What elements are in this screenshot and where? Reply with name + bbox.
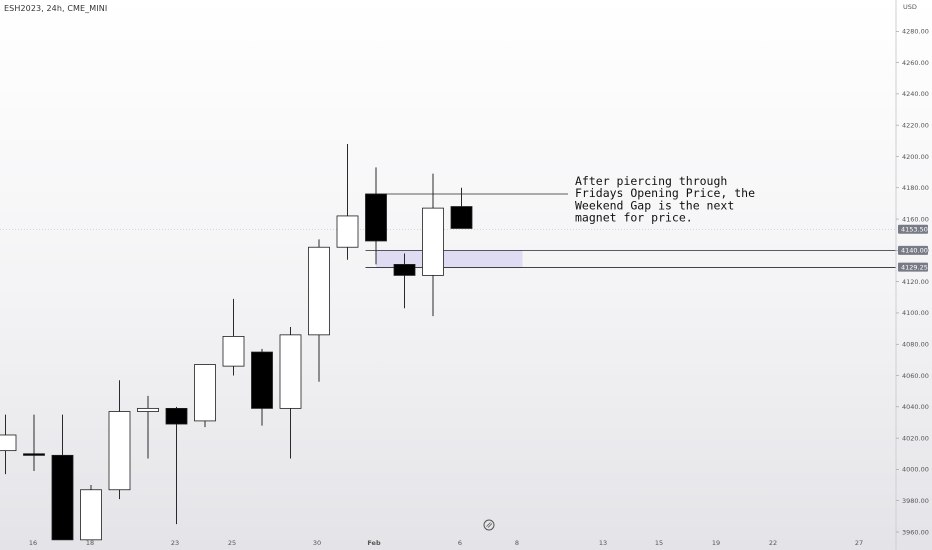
price-pill: 4153.50 — [898, 224, 928, 234]
y-tick-label: 4080.00 — [902, 341, 929, 349]
y-tick-label: 4020.00 — [902, 434, 929, 442]
y-tick-label: 4160.00 — [902, 215, 929, 223]
candle-body — [51, 454, 74, 541]
candle-body — [393, 264, 416, 276]
candle-body — [308, 246, 330, 336]
x-tick-label: 27 — [855, 539, 863, 547]
x-tick-label: 22 — [769, 539, 777, 547]
y-tick-label: 3960.00 — [902, 528, 929, 536]
candle[interactable] — [51, 414, 74, 541]
y-tick-label: 4240.00 — [902, 90, 929, 98]
candle-body — [450, 206, 473, 229]
y-tick-label: 4060.00 — [902, 372, 929, 380]
x-tick-label: Feb — [367, 539, 381, 547]
price-pill-label: 4129.25 — [901, 263, 928, 271]
price-pill: 4129.25 — [898, 262, 928, 272]
candle[interactable] — [422, 173, 444, 317]
y-tick-label: 4040.00 — [902, 403, 929, 411]
candle-body — [222, 336, 245, 367]
candle[interactable] — [450, 187, 473, 229]
y-tick-label: 3980.00 — [902, 497, 929, 505]
y-tick-label: 4280.00 — [902, 28, 929, 36]
candle-body — [108, 411, 131, 491]
candle-body — [365, 193, 387, 242]
candle[interactable] — [108, 380, 131, 500]
candle[interactable] — [165, 406, 188, 525]
y-tick-label: 4200.00 — [902, 153, 929, 161]
candle-body — [422, 207, 444, 276]
y-tick-label: 4260.00 — [902, 59, 929, 67]
candle-body — [279, 334, 302, 409]
price-pill: 4140.00 — [898, 245, 928, 255]
y-tick-label: 4120.00 — [902, 278, 929, 286]
x-tick-label: 30 — [313, 539, 321, 547]
x-tick-label: 18 — [86, 539, 94, 547]
x-tick-label: 6 — [458, 539, 462, 547]
candle-body — [137, 407, 159, 412]
candle-body — [194, 364, 216, 422]
candle[interactable] — [393, 253, 416, 309]
y-tick-label: 4180.00 — [902, 184, 929, 192]
annotation-text[interactable]: After piercing through — [575, 174, 727, 188]
candle[interactable] — [251, 348, 273, 426]
candle-body — [23, 453, 45, 456]
candle[interactable] — [365, 167, 387, 265]
x-tick-label: 25 — [228, 539, 236, 547]
candle-body — [336, 215, 359, 248]
candle-body — [0, 434, 17, 452]
currency-label: USD — [903, 3, 917, 11]
candle[interactable] — [23, 414, 45, 471]
price-pill-label: 4140.00 — [901, 247, 928, 255]
candle-body — [165, 407, 188, 425]
candle[interactable] — [222, 298, 245, 376]
x-tick-label: 23 — [171, 539, 179, 547]
candle[interactable] — [308, 239, 330, 382]
symbol-title: ESH2023, 24h, CME_MINI — [4, 4, 108, 13]
candle[interactable] — [80, 485, 102, 541]
x-tick-label: 15 — [655, 539, 663, 547]
candle[interactable] — [194, 364, 216, 428]
weekend-gap-zone — [376, 250, 523, 268]
candle[interactable] — [0, 414, 17, 475]
y-tick-label: 4100.00 — [902, 309, 929, 317]
candle[interactable] — [336, 143, 359, 260]
candle-body — [80, 489, 102, 541]
candle[interactable] — [279, 327, 302, 459]
candle-body — [251, 351, 273, 409]
price-pill-label: 4153.50 — [901, 226, 928, 234]
annotation-text[interactable]: Weekend Gap is the next — [575, 198, 734, 212]
replay-icon[interactable] — [483, 519, 495, 531]
x-tick-label: 19 — [712, 539, 720, 547]
y-tick-label: 4220.00 — [902, 121, 929, 129]
x-tick-label: 13 — [599, 539, 607, 547]
y-tick-label: 4000.00 — [902, 466, 929, 474]
x-tick-label: 8 — [515, 539, 519, 547]
x-tick-label: 16 — [29, 539, 37, 547]
annotation-text[interactable]: magnet for price. — [575, 211, 693, 225]
annotation-text[interactable]: Fridays Opening Price, the — [575, 186, 755, 200]
candle[interactable] — [137, 395, 159, 459]
